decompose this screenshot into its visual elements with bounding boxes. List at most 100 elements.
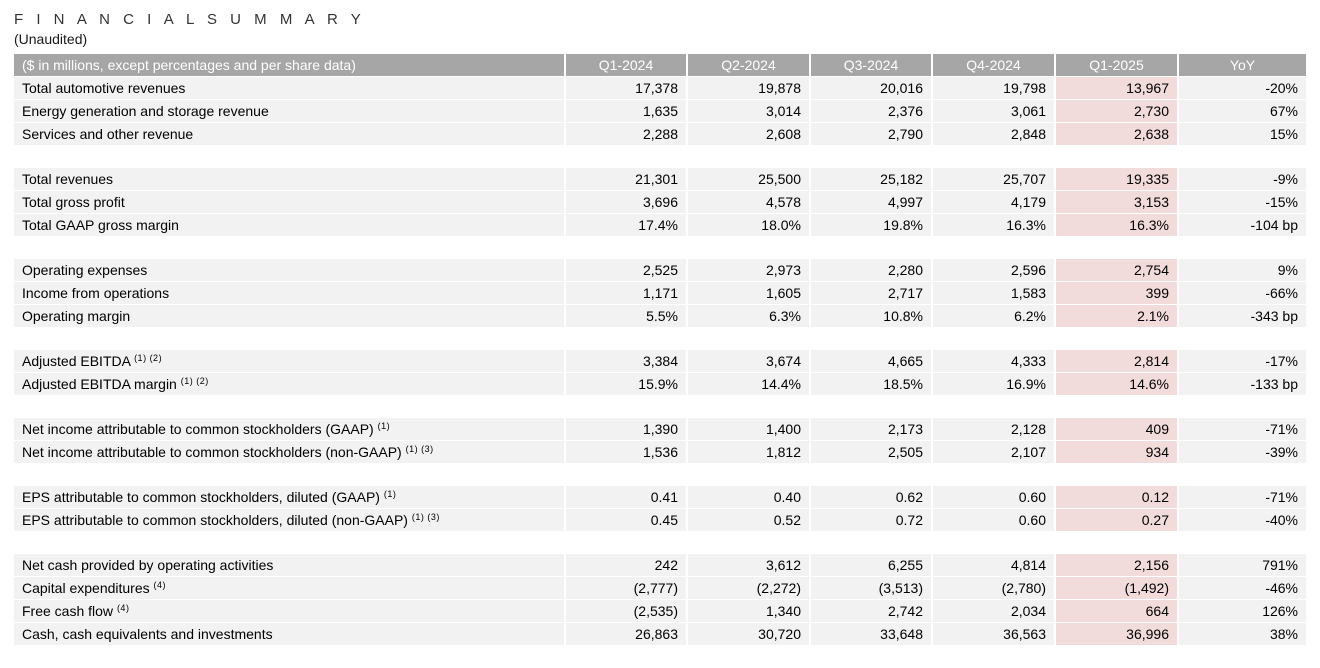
value-cell: 2,790 (810, 122, 933, 145)
units-label-header: ($ in millions, except percentages and p… (14, 54, 566, 77)
table-row: Capital expenditures (4) (2,777) (2,272) (3… (14, 576, 1306, 600)
row-label-text: Energy generation and storage revenue (22, 103, 269, 119)
value-cell: 3,612 (687, 553, 811, 577)
financial-summary-table: ($ in millions, except percentages and p… (14, 54, 1306, 645)
value-cell: 6.3% (687, 304, 811, 327)
yoy-value-cell: 38% (1178, 622, 1306, 645)
value-cell: 30,720 (687, 622, 811, 645)
value-cell: 17,378 (565, 76, 688, 100)
value-cell: 0.12 (1055, 485, 1179, 509)
row-label: EPS attributable to common stockholders,… (14, 485, 566, 509)
row-label-text: Services and other revenue (22, 126, 194, 142)
yoy-value-cell: 126% (1178, 599, 1306, 623)
value-cell: 36,996 (1055, 622, 1179, 645)
page-title: F I N A N C I A L S U M M A R Y (14, 11, 366, 28)
value-cell: 2,173 (810, 417, 933, 441)
yoy-value-cell: 9% (1178, 258, 1306, 282)
value-cell: 2,973 (687, 258, 811, 282)
value-cell: 14.4% (687, 372, 811, 395)
column-header-yoy: YoY (1178, 54, 1306, 77)
value-cell: 3,061 (932, 99, 1056, 123)
footnote-superscript: (1) (3) (411, 512, 440, 522)
yoy-value-cell: -17% (1178, 349, 1306, 373)
yoy-value-cell: -39% (1178, 440, 1306, 463)
value-cell: 20,016 (810, 76, 933, 100)
table-row: Net income attributable to common stockh… (14, 440, 1306, 463)
value-cell: 2,034 (932, 599, 1056, 623)
spacer-row (14, 145, 1306, 168)
value-cell: 1,812 (687, 440, 811, 463)
value-cell: 16.3% (932, 213, 1056, 236)
row-label: Energy generation and storage revenue (14, 99, 566, 123)
value-cell: 409 (1055, 417, 1179, 441)
row-label: Total GAAP gross margin (14, 213, 566, 236)
yoy-value-cell: -20% (1178, 76, 1306, 100)
column-header-q1-2024: Q1-2024 (565, 54, 688, 77)
row-label-text: Operating expenses (22, 262, 148, 278)
table-header-row: ($ in millions, except percentages and p… (14, 54, 1306, 77)
value-cell: 26,863 (565, 622, 688, 645)
value-cell: 4,997 (810, 190, 933, 214)
value-cell: 2,376 (810, 99, 933, 123)
row-label-text: EPS attributable to common stockholders,… (22, 489, 380, 505)
value-cell: 2,505 (810, 440, 933, 463)
row-label: Cash, cash equivalents and investments (14, 622, 566, 645)
table-row: Total revenues 21,301 25,500 25,182 25,707 19… (14, 167, 1306, 191)
row-label-text: Cash, cash equivalents and investments (22, 626, 273, 642)
value-cell: 1,340 (687, 599, 811, 623)
footnote-superscript: (1) (377, 421, 391, 431)
value-cell: 2.1% (1055, 304, 1179, 327)
value-cell: 2,608 (687, 122, 811, 145)
row-label-text: Total automotive revenues (22, 80, 186, 96)
column-header-q3-2024: Q3-2024 (810, 54, 933, 77)
row-label: Operating margin (14, 304, 566, 327)
value-cell: 242 (565, 553, 688, 577)
value-cell: (2,777) (565, 576, 688, 600)
row-label: Adjusted EBITDA margin (1) (2) (14, 372, 566, 395)
yoy-value-cell: 15% (1178, 122, 1306, 145)
value-cell: 2,107 (932, 440, 1056, 463)
row-label-text: Adjusted EBITDA margin (22, 376, 177, 392)
value-cell: 2,742 (810, 599, 933, 623)
value-cell: 19.8% (810, 213, 933, 236)
table-row: Energy generation and storage revenue 1,6… (14, 99, 1306, 123)
table-row: Total GAAP gross margin 17.4% 18.0% 19.8% 16… (14, 213, 1306, 236)
spacer-row (14, 327, 1306, 350)
spacer-row (14, 236, 1306, 259)
table-row: Total automotive revenues 17,378 19,878 20,… (14, 76, 1306, 100)
value-cell: 21,301 (565, 167, 688, 191)
row-label-text: Total gross profit (22, 194, 125, 210)
value-cell: 3,674 (687, 349, 811, 373)
table-row: Total gross profit 3,696 4,578 4,997 4,179 3,… (14, 190, 1306, 214)
value-cell: 0.62 (810, 485, 933, 509)
column-header-q4-2024: Q4-2024 (932, 54, 1056, 77)
page-subtitle: (Unaudited) (14, 31, 88, 47)
row-label-text: Net income attributable to common stockh… (22, 421, 374, 437)
value-cell: 1,171 (565, 281, 688, 305)
value-cell: 934 (1055, 440, 1179, 463)
value-cell: 2,638 (1055, 122, 1179, 145)
row-label: Free cash flow (4) (14, 599, 566, 623)
value-cell: 0.45 (565, 508, 688, 531)
footnote-superscript: (1) (383, 489, 397, 499)
value-cell: 4,665 (810, 349, 933, 373)
spacer-cell (14, 463, 1306, 486)
row-label-text: Total revenues (22, 171, 114, 187)
value-cell: 2,128 (932, 417, 1056, 441)
value-cell: 19,798 (932, 76, 1056, 100)
table-row: Cash, cash equivalents and investments 26… (14, 622, 1306, 645)
value-cell: 0.52 (687, 508, 811, 531)
spacer-row (14, 395, 1306, 418)
row-label: Net income attributable to common stockh… (14, 440, 566, 463)
value-cell: 13,967 (1055, 76, 1179, 100)
value-cell: 25,182 (810, 167, 933, 191)
value-cell: 2,754 (1055, 258, 1179, 282)
value-cell: 1,583 (932, 281, 1056, 305)
row-label-text: Operating margin (22, 308, 131, 324)
value-cell: 33,648 (810, 622, 933, 645)
row-label-text: Adjusted EBITDA (22, 353, 131, 369)
table-row: Adjusted EBITDA (1) (2) 3,384 3,674 4,665 4,… (14, 349, 1306, 373)
row-label: Services and other revenue (14, 122, 566, 145)
row-label-text: Capital expenditures (22, 580, 150, 596)
row-label: Adjusted EBITDA (1) (2) (14, 349, 566, 373)
